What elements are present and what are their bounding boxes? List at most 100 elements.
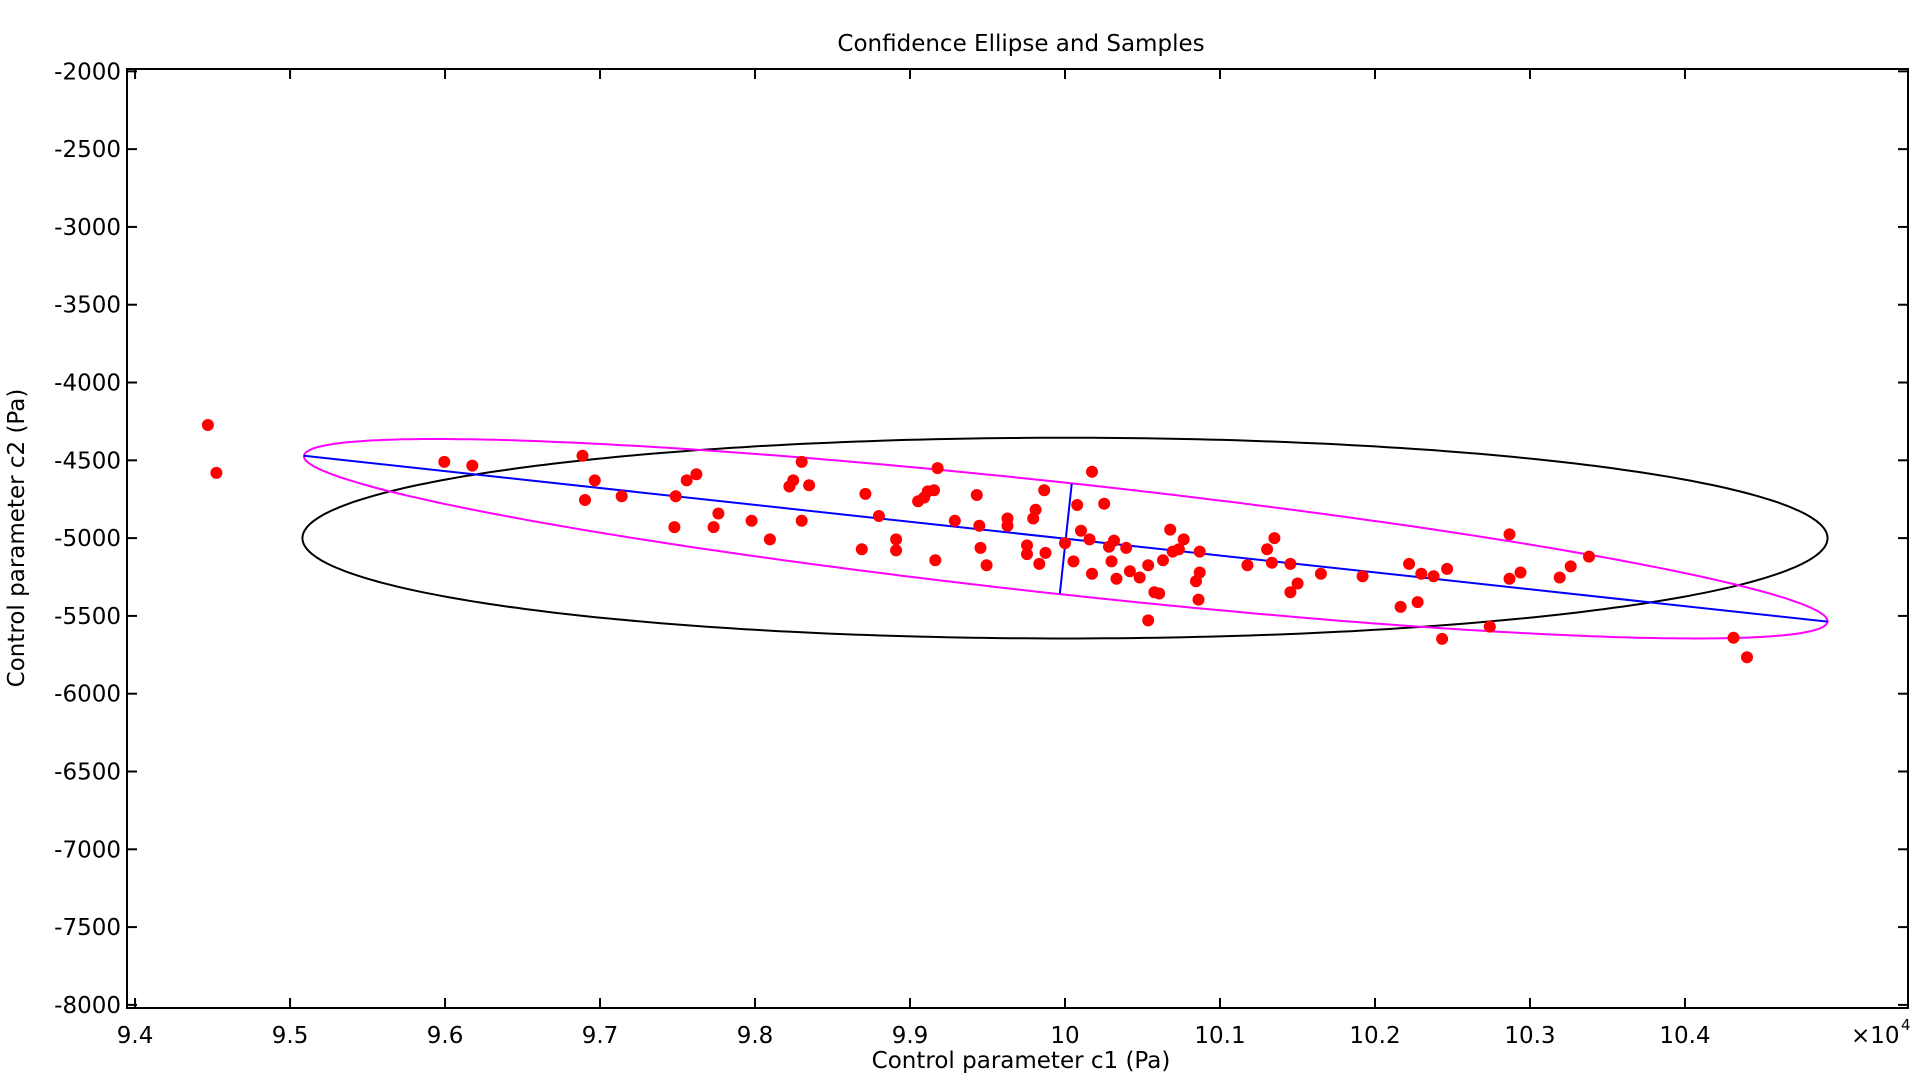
sample-point (438, 455, 451, 468)
sample-point (1157, 554, 1169, 567)
x-tick-label: 10.1 (1194, 1023, 1245, 1049)
x-tick-label: 9.4 (117, 1023, 154, 1049)
sample-point (1268, 532, 1281, 545)
y-tick-label: -8000 (54, 993, 121, 1019)
sample-point (1314, 567, 1327, 580)
y-tick-label: -7500 (54, 915, 121, 941)
sample-point (1108, 534, 1120, 547)
sample-point (1265, 556, 1278, 569)
sample-point (466, 459, 479, 472)
chart-title: Confidence Ellipse and Samples (837, 31, 1204, 57)
sample-point (1427, 570, 1440, 583)
sample-point (1261, 543, 1274, 556)
sample-point (872, 510, 885, 522)
sample-point (576, 449, 589, 462)
sample-point (1741, 651, 1753, 664)
prior-ellipse (301, 436, 1829, 640)
sample-point (1441, 562, 1454, 575)
sample-point (1123, 565, 1136, 578)
sample-point (970, 489, 983, 501)
sample-point (928, 484, 940, 497)
sample-point (1514, 566, 1527, 579)
x-tick-label: 10 (1050, 1023, 1079, 1049)
sample-point (1021, 548, 1033, 561)
sample-point (1001, 519, 1014, 532)
x-axis-label: Control parameter c1 (Pa) (872, 1048, 1171, 1074)
sample-point (668, 521, 681, 534)
x-tick-label: 9.8 (737, 1023, 774, 1049)
plot-frame (126, 68, 1909, 1009)
sample-point (1727, 631, 1740, 644)
sample-point (1086, 465, 1098, 478)
sample-point (855, 543, 868, 556)
sample-point (948, 514, 961, 527)
sample-point (929, 554, 942, 567)
x-multiplier: ×10 4 (1851, 1016, 1911, 1049)
y-tick-label: -2000 (54, 59, 121, 85)
sample-point (1133, 571, 1146, 584)
sample-point (712, 507, 725, 520)
sample-point (1503, 528, 1516, 541)
y-tick-label: -4500 (54, 448, 121, 474)
sample-point (1172, 543, 1185, 556)
sample-point (1105, 555, 1118, 568)
sample-point (1193, 566, 1206, 579)
x-tick-label: 10.3 (1504, 1023, 1555, 1049)
y-axis-label: Control parameter c2 (Pa) (4, 389, 30, 688)
sample-point (1177, 533, 1190, 546)
sample-point (669, 490, 682, 503)
sample-point (1503, 572, 1516, 585)
sample-point (763, 533, 776, 546)
sample-point (931, 462, 944, 475)
x-tick-label: 10.2 (1349, 1023, 1400, 1049)
sample-point (1192, 593, 1205, 606)
x-tick-label: 9.6 (427, 1023, 464, 1049)
x-tick-label: 9.7 (582, 1023, 619, 1049)
sample-point (1142, 559, 1155, 572)
sample-point (579, 494, 591, 506)
sample-point (1553, 571, 1566, 584)
y-tick-label: -5500 (54, 604, 121, 630)
sample-point (795, 514, 808, 527)
y-tick-label: -3000 (54, 215, 121, 241)
sample-point (890, 533, 903, 546)
sample-point (803, 479, 816, 492)
sample-point (974, 541, 987, 554)
sample-point (1356, 570, 1369, 583)
y-tick-label: -7000 (54, 837, 121, 863)
sample-point (1164, 523, 1177, 536)
sample-point (680, 474, 693, 487)
sample-point (745, 514, 758, 527)
sample-point (1284, 557, 1297, 570)
sample-point (1021, 539, 1033, 552)
sample-point (1241, 559, 1254, 572)
sample-point (787, 474, 800, 487)
sample-point (1083, 533, 1096, 546)
y-tick-label: -5000 (54, 526, 121, 552)
y-tick-label: -6500 (54, 759, 121, 785)
sample-point (1038, 484, 1051, 497)
y-tick-label: -2500 (54, 137, 121, 163)
sample-point (1142, 614, 1155, 627)
x-tick-label: 10.4 (1659, 1023, 1710, 1049)
sample-point (1564, 560, 1577, 573)
sample-point (859, 487, 872, 500)
sample-point (1291, 577, 1304, 590)
sample-point (1120, 541, 1133, 554)
sample-point (615, 490, 628, 503)
sample-point (1153, 587, 1166, 600)
sample-point (1394, 600, 1407, 613)
sample-point (980, 559, 993, 572)
sample-point (1284, 586, 1297, 599)
x-multiplier-base: ×10 (1851, 1023, 1900, 1049)
y-tick-label: -4000 (54, 371, 121, 397)
sample-point (973, 519, 986, 532)
sample-point (1193, 545, 1206, 558)
x-tick-label: 9.9 (892, 1023, 929, 1049)
sample-point (707, 521, 720, 534)
sample-point (1403, 557, 1416, 570)
x-multiplier-exponent: 4 (1901, 1016, 1911, 1034)
sample-point (1071, 499, 1084, 511)
x-tick-label: 9.5 (272, 1023, 309, 1049)
